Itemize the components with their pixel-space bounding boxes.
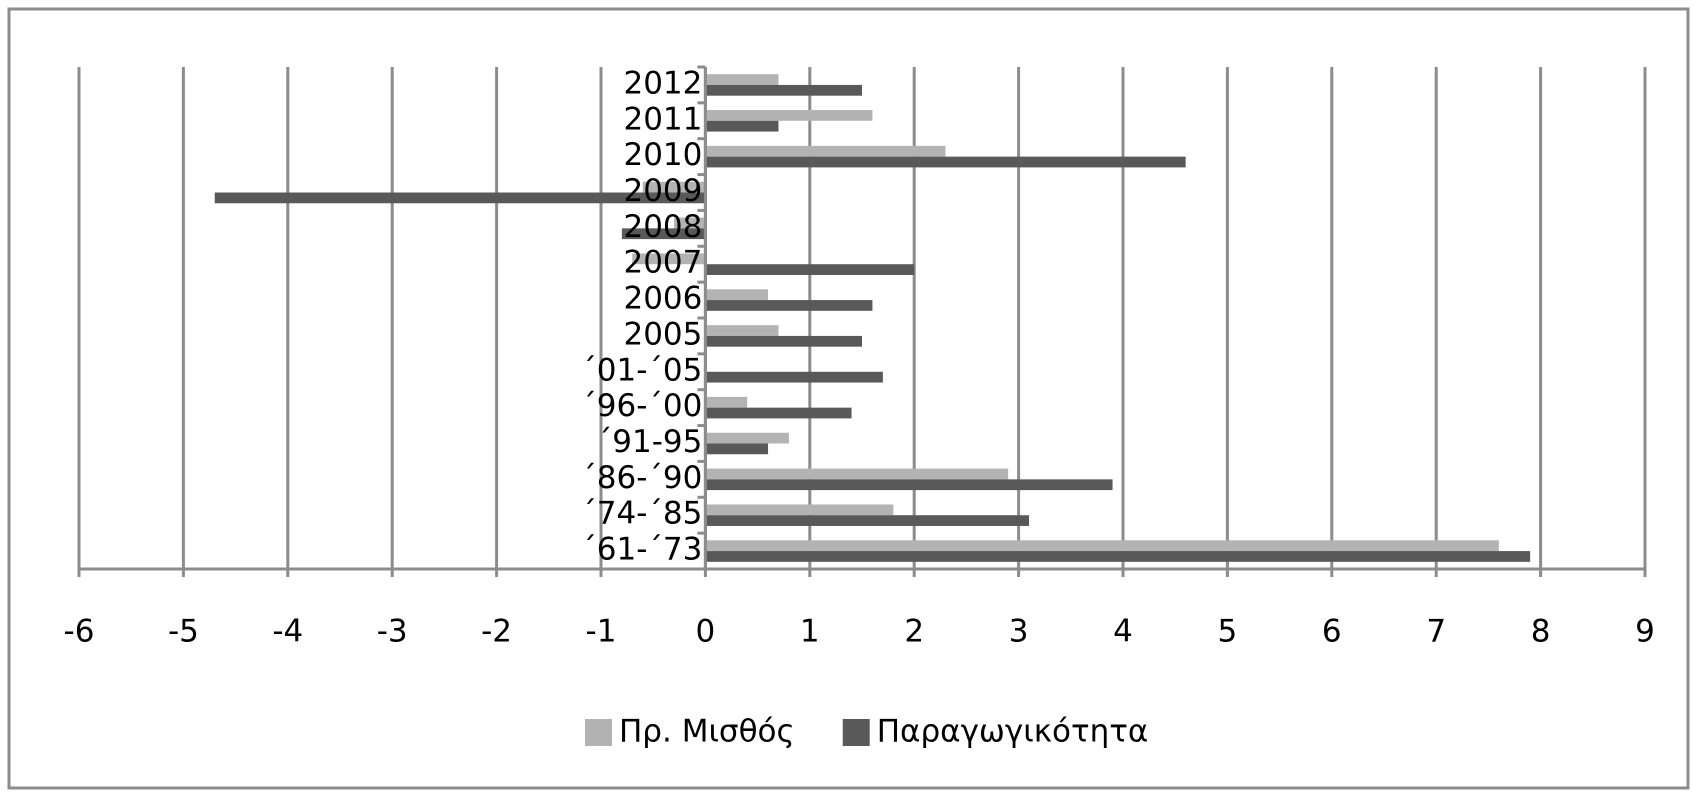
y-tick-label: ´74-´85 [581,496,702,532]
x-tick-label: 9 [1635,614,1655,650]
bar [705,479,1113,491]
y-tick-label: ´86-´90 [581,460,702,496]
x-tick-label: -6 [64,614,95,650]
bar [705,74,779,85]
legend-swatch [585,719,612,746]
bar [705,371,883,383]
x-tick-label: 5 [1218,614,1238,650]
y-tick-label: ´01-´05 [581,352,702,388]
bar [621,228,706,240]
bar [705,289,769,301]
legend-swatch [842,719,870,746]
x-tick-label: -4 [272,614,303,650]
x-tick-label: 1 [800,614,820,650]
y-tick-label: 2006 [623,281,702,317]
bar [705,325,779,336]
x-tick-label: 4 [1113,614,1133,650]
bar [705,335,862,347]
x-tick-label: -5 [168,614,199,650]
bar [674,217,706,229]
y-tick-label: 2005 [623,316,702,352]
bar [705,264,915,275]
legend-label: Πρ. Μισθός [619,714,795,750]
bar [705,110,873,121]
bar [214,192,706,204]
y-tick-label: 2010 [623,137,702,173]
bar [705,432,789,444]
y-tick-label: 2011 [623,101,702,137]
y-tick-label: ´96-´00 [581,388,702,424]
x-tick-label: -2 [481,614,512,650]
bar [705,84,862,96]
y-tick-label: 2008 [623,209,702,245]
x-tick-label: -1 [586,614,617,650]
bar [705,396,748,408]
bar [705,443,769,455]
bar [705,145,946,157]
x-tick-label: 0 [696,614,716,650]
bar [705,515,1030,526]
x-tick-label: 8 [1531,614,1551,650]
y-tick-label: 2007 [623,245,702,281]
bar [642,181,706,193]
bar [705,300,873,311]
bar [705,407,852,419]
bar [705,468,1009,480]
bar [705,551,1531,562]
y-tick-label: 2012 [623,65,702,101]
x-tick-label: -3 [377,614,408,650]
x-tick-label: 6 [1322,614,1342,650]
bar [705,156,1186,168]
bar [705,120,779,132]
bar [705,504,894,516]
bar [632,253,706,265]
bar [705,540,1499,552]
x-tick-label: 3 [1009,614,1029,650]
legend-label: Παραγωγικότητα [877,714,1149,750]
x-tick-label: 7 [1426,614,1446,650]
y-tick-label: ´91-95 [597,424,703,460]
y-tick-label: 2009 [623,173,702,209]
y-tick-label: ´61-´73 [581,532,702,568]
x-tick-label: 2 [904,614,924,650]
